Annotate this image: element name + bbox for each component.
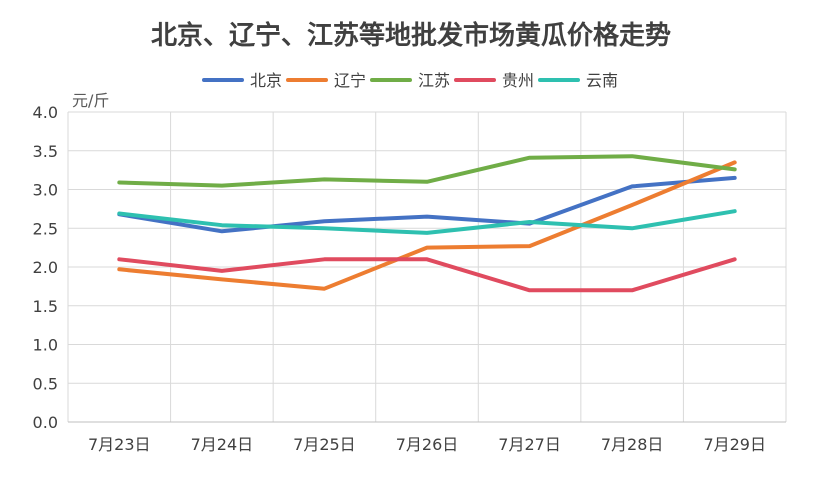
legend-item-4: 云南	[538, 71, 618, 90]
y-tick-label: 3.5	[33, 142, 58, 161]
y-tick-label: 0.0	[33, 413, 58, 432]
legend-label: 贵州	[502, 71, 534, 90]
y-tick-label: 2.0	[33, 258, 58, 277]
legend-label: 北京	[250, 71, 282, 90]
series-line-0	[117, 175, 737, 234]
legend-item-2: 江苏	[370, 71, 450, 90]
legend-label: 江苏	[418, 71, 450, 90]
series-lines	[117, 154, 737, 293]
legend-label: 辽宁	[334, 71, 366, 90]
y-tick-label: 4.0	[33, 103, 58, 122]
series-line-2	[117, 154, 737, 188]
x-tick-label: 7月23日	[88, 435, 151, 454]
legend: 北京 辽宁 江苏 贵州 云南	[202, 71, 618, 90]
legend-item-3: 贵州	[454, 71, 534, 90]
x-tick-label: 7月24日	[191, 435, 254, 454]
legend-item-1: 辽宁	[286, 71, 366, 90]
y-tick-label: 0.5	[33, 374, 58, 393]
series-line-1	[117, 160, 737, 291]
y-tick-label: 1.0	[33, 336, 58, 355]
x-tick-label: 7月26日	[396, 435, 459, 454]
chart-title: 北京、辽宁、江苏等地批发市场黄瓜价格走势	[151, 20, 671, 51]
legend-label: 云南	[586, 71, 618, 90]
y-tick-label: 2.5	[33, 219, 58, 238]
y-axis-ticks: 0.0 0.5 1.0 1.5 2.0 2.5 3.0 3.5 4.0	[33, 103, 58, 432]
series-line-3	[117, 257, 737, 293]
legend-item-0: 北京	[202, 71, 282, 90]
series-line-4	[117, 209, 737, 235]
x-tick-label: 7月25日	[293, 435, 356, 454]
x-tick-label: 7月29日	[703, 435, 766, 454]
y-axis-unit: 元/斤	[72, 91, 109, 110]
x-tick-label: 7月28日	[601, 435, 664, 454]
x-tick-label: 7月27日	[498, 435, 561, 454]
x-axis-ticks: 7月23日 7月24日 7月25日 7月26日 7月27日 7月28日 7月29日	[88, 435, 766, 454]
y-tick-label: 1.5	[33, 297, 58, 316]
y-tick-label: 3.0	[33, 181, 58, 200]
